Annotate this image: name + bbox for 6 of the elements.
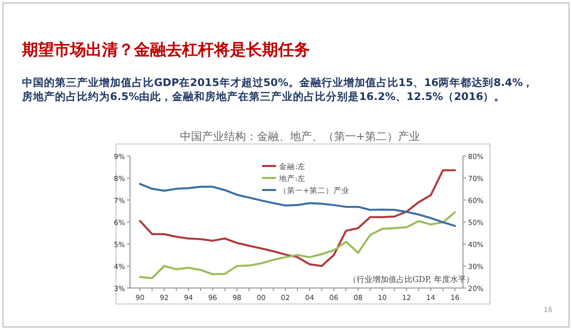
line-series — [139, 182, 456, 227]
text: 中国产业结构：金融、地产、（第一+第二）产业 — [180, 130, 420, 143]
annotation: （行业增加值占比GDP, 年度水平） — [348, 275, 474, 284]
chart-title: 期望市场出清？金融去杠杆将是长期任务 — [22, 40, 310, 61]
chart-subtitle: 中国的第三产业增加值占比GDP在2015年才超过50%。金融行业增加值占比15、16两年都达到8.4%，房地产的占比约为6.5%由此，金融和房地产在第三产业的占比分别是16.2%、12.5%（2016）。 — [22, 76, 535, 104]
line-series — [139, 169, 456, 267]
